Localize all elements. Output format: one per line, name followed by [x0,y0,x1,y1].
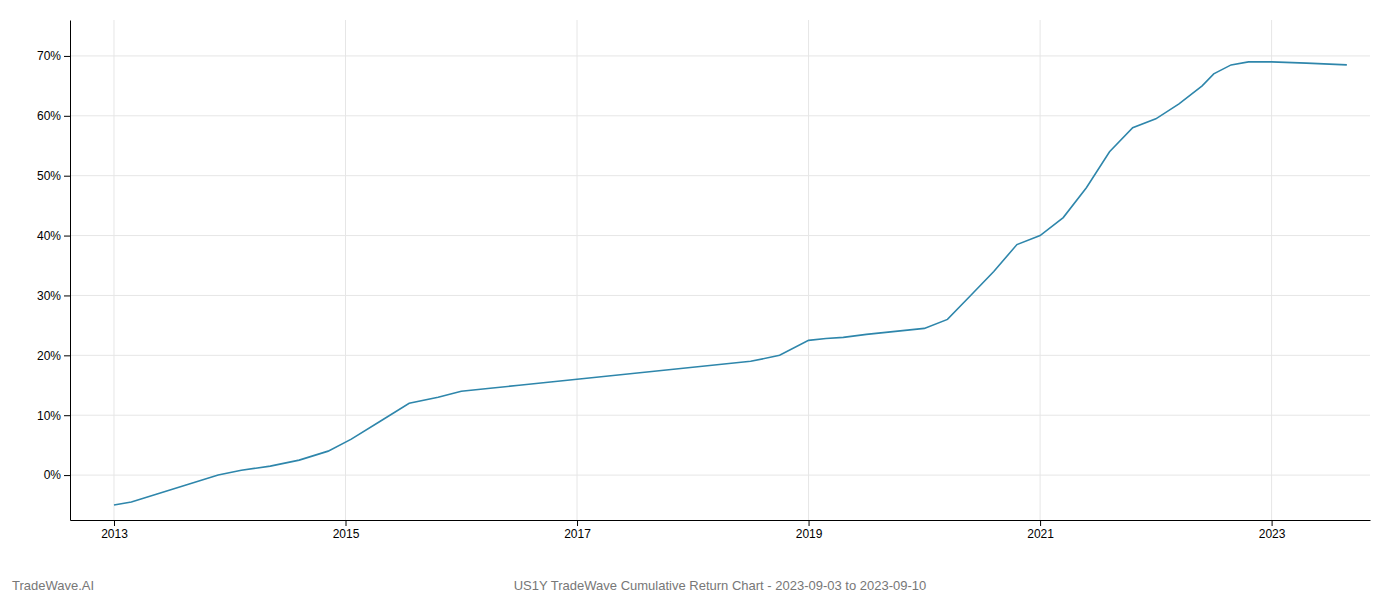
tick-label: 50% [37,169,61,183]
grid-line [345,20,346,520]
tick: 2015 [333,520,360,541]
tick-label: 2017 [564,527,591,541]
tick-label: 70% [37,49,61,63]
tick-label: 40% [37,229,61,243]
tick-label: 2013 [101,527,128,541]
plot-area [114,62,1347,505]
tick: 60% [37,109,70,123]
grid-line [70,295,1370,296]
grid-line [70,115,1370,116]
tick: 2017 [564,520,591,541]
line [114,62,1347,505]
grid-line [70,475,1370,476]
tick-mark [64,116,70,117]
grid-line [577,20,578,520]
tick: 2013 [101,520,128,541]
texts: TradeWave.AI US1Y TradeWave Cumulative Re… [12,578,926,593]
grid-line [70,415,1370,416]
tick-mark [1272,520,1273,526]
tick-label: 2021 [1027,527,1054,541]
tick: 2023 [1259,520,1286,541]
grid-line [70,55,1370,56]
tick-label: 20% [37,349,61,363]
tick-label: 60% [37,109,61,123]
tick-mark [346,520,347,526]
tick: 2021 [1027,520,1054,541]
grid-line [1040,20,1041,520]
grid-line [1271,20,1272,520]
tick-label: 2019 [796,527,823,541]
watermark: TradeWave.AI [12,578,94,593]
chart: 2013 2015 2017 2019 2021 2023 0% 10% 20% 30% 40% 50… [0,0,1400,600]
tick-label: 2023 [1259,527,1286,541]
tick-mark [64,56,70,57]
tick-mark [64,415,70,416]
grid-line [70,235,1370,236]
grid-line [70,355,1370,356]
title: US1Y TradeWave Cumulative Return Chart -… [514,578,927,593]
axis-line [70,21,71,521]
tick-mark [114,520,115,526]
tick: 10% [37,409,70,423]
x-axis: 2013 2015 2017 2019 2021 2023 [71,520,1371,541]
tick-label: 10% [37,409,61,423]
tick-mark [809,520,810,526]
tick-mark [64,355,70,356]
tick-mark [577,520,578,526]
tick-mark [64,176,70,177]
tick: 40% [37,229,70,243]
tick-label: 2015 [333,527,360,541]
axis-line [71,520,1371,521]
grid-line [70,175,1370,176]
tick: 70% [37,49,70,63]
tick: 30% [37,289,70,303]
tick-mark [64,475,70,476]
tick-mark [1040,520,1041,526]
tick-label: 30% [37,289,61,303]
grid-line [808,20,809,520]
grid [70,20,1370,520]
tick-mark [64,236,70,237]
tick: 0% [44,468,70,482]
tick: 50% [37,169,70,183]
grid-line [113,20,114,520]
tick-mark [64,295,70,296]
tick: 2019 [796,520,823,541]
y-axis: 0% 10% 20% 30% 40% 50% 60% 70% [37,21,71,521]
tick: 20% [37,349,70,363]
tick-label: 0% [44,468,62,482]
